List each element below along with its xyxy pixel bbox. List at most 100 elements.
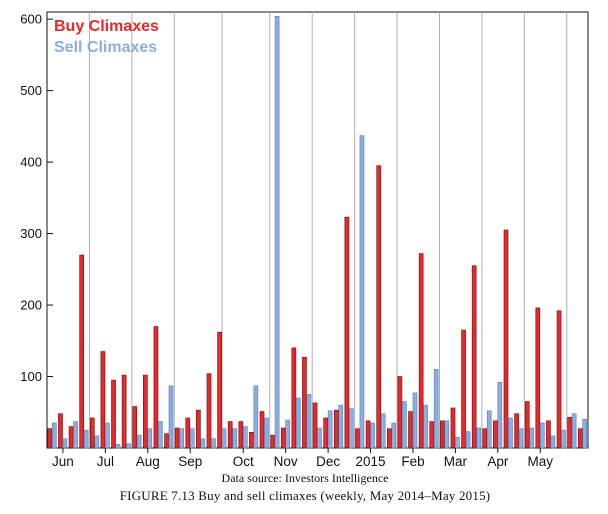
y-tick-label-100: 100 <box>20 369 42 384</box>
sell-bar-23 <box>295 397 301 449</box>
buy-bar-11 <box>164 433 169 449</box>
buy-bar-19 <box>249 431 254 449</box>
buy-bar-37 <box>440 420 445 449</box>
buy-bar-3 <box>79 254 84 449</box>
buy-bar-33 <box>397 376 403 449</box>
sell-bar-31 <box>380 413 386 449</box>
legend-buy-climaxes: Buy Climaxes <box>54 18 159 35</box>
buy-bar-10 <box>153 326 159 449</box>
sell-bar-21 <box>274 15 280 449</box>
sell-bar-14 <box>200 438 206 449</box>
x-tick-label-3: Sep <box>178 454 202 469</box>
buy-bar-40 <box>471 265 477 449</box>
buy-bar-35 <box>418 253 424 449</box>
sell-bar-38 <box>455 436 460 449</box>
sell-bar-6 <box>115 444 121 449</box>
sell-bar-46 <box>539 422 545 449</box>
buy-bar-23 <box>291 347 297 449</box>
buy-bar-7 <box>121 374 127 449</box>
sell-bar-32 <box>391 422 397 449</box>
plot-frame <box>46 11 589 449</box>
x-axis: Jun Jul Aug Sep Oct Nov Dec 2015 Feb Mar Apr May <box>52 448 553 469</box>
data-source: Data source: Investors Intelligence <box>222 471 389 485</box>
x-tick-label-5: Nov <box>274 454 298 469</box>
sell-bar-11 <box>168 385 174 449</box>
sell-bar-50 <box>582 419 588 449</box>
sell-bar-30 <box>370 422 375 449</box>
buy-bar-44 <box>514 413 519 449</box>
y-tick-label-600: 600 <box>20 12 42 27</box>
sell-bar-45 <box>529 427 534 449</box>
sell-bar-2 <box>73 421 78 449</box>
buy-bar-17 <box>227 421 233 449</box>
sell-bar-37 <box>444 420 450 449</box>
sell-bar-5 <box>105 422 110 449</box>
sell-bar-20 <box>264 417 269 449</box>
grid-layer <box>88 12 568 448</box>
sell-bar-47 <box>550 435 556 449</box>
buy-bar-2 <box>68 426 74 449</box>
buy-bar-49 <box>567 416 572 449</box>
buy-bar-50 <box>577 428 583 449</box>
buy-bar-43 <box>503 229 509 449</box>
buy-bar-24 <box>302 356 307 449</box>
buy-bar-4 <box>89 417 95 449</box>
x-tick-label-1: Jul <box>97 454 114 469</box>
sell-bar-25 <box>317 427 322 449</box>
sell-bar-17 <box>232 428 237 449</box>
buy-bar-21 <box>270 434 275 449</box>
sell-bar-12 <box>179 428 184 449</box>
sell-bar-40 <box>476 427 481 449</box>
buy-bar-15 <box>206 373 212 449</box>
x-tick-label-11: May <box>528 454 554 469</box>
sell-bar-41 <box>486 410 492 449</box>
sell-bar-34 <box>412 392 418 449</box>
x-tick-label-9: Mar <box>444 454 468 469</box>
sell-bar-26 <box>327 410 333 449</box>
buy-bar-36 <box>429 421 435 449</box>
figure-caption: FIGURE 7.13 Buy and sell climaxes (weekl… <box>120 488 491 503</box>
buy-bar-18 <box>238 421 244 449</box>
buy-bar-8 <box>132 406 138 449</box>
buy-bar-42 <box>493 420 498 449</box>
sell-bar-42 <box>497 381 503 449</box>
sell-bar-39 <box>465 431 471 449</box>
buy-bar-39 <box>461 329 466 449</box>
sell-bar-35 <box>423 404 428 449</box>
y-tick-label-400: 400 <box>20 155 42 170</box>
buy-bar-31 <box>376 165 382 449</box>
sell-bar-44 <box>518 428 524 449</box>
buy-bar-16 <box>217 331 222 449</box>
sell-bar-36 <box>433 369 439 449</box>
buy-bar-22 <box>280 427 286 449</box>
sell-bar-27 <box>338 404 344 449</box>
buy-bar-41 <box>482 428 488 449</box>
x-tick-label-4: Oct <box>233 454 254 469</box>
buy-bar-25 <box>312 402 318 449</box>
sell-bar-28 <box>349 408 354 449</box>
buy-bar-9 <box>143 374 148 449</box>
buy-bar-1 <box>58 413 63 449</box>
x-tick-label-10: Apr <box>487 454 509 469</box>
y-axis: 100 200 300 400 500 600 <box>20 12 53 384</box>
sell-bar-15 <box>211 438 216 449</box>
sell-bar-10 <box>158 421 163 449</box>
x-tick-label-2: Aug <box>136 454 160 469</box>
x-tick-label-6: Dec <box>316 454 340 469</box>
sell-bar-16 <box>221 428 227 449</box>
buy-bar-29 <box>355 428 360 449</box>
buy-bar-20 <box>259 411 265 449</box>
buy-bar-0 <box>47 428 53 449</box>
legend-sell-climaxes: Sell Climaxes <box>54 39 157 56</box>
y-tick-label-300: 300 <box>20 226 42 241</box>
y-tick-label-500: 500 <box>20 83 42 98</box>
sell-bar-33 <box>402 401 407 449</box>
sell-bar-3 <box>83 429 89 449</box>
sell-bar-18 <box>242 426 248 449</box>
x-tick-label-7: 2015 <box>356 454 386 469</box>
buy-bar-45 <box>524 401 530 449</box>
buy-bar-38 <box>450 407 456 449</box>
buy-bar-5 <box>100 351 106 449</box>
